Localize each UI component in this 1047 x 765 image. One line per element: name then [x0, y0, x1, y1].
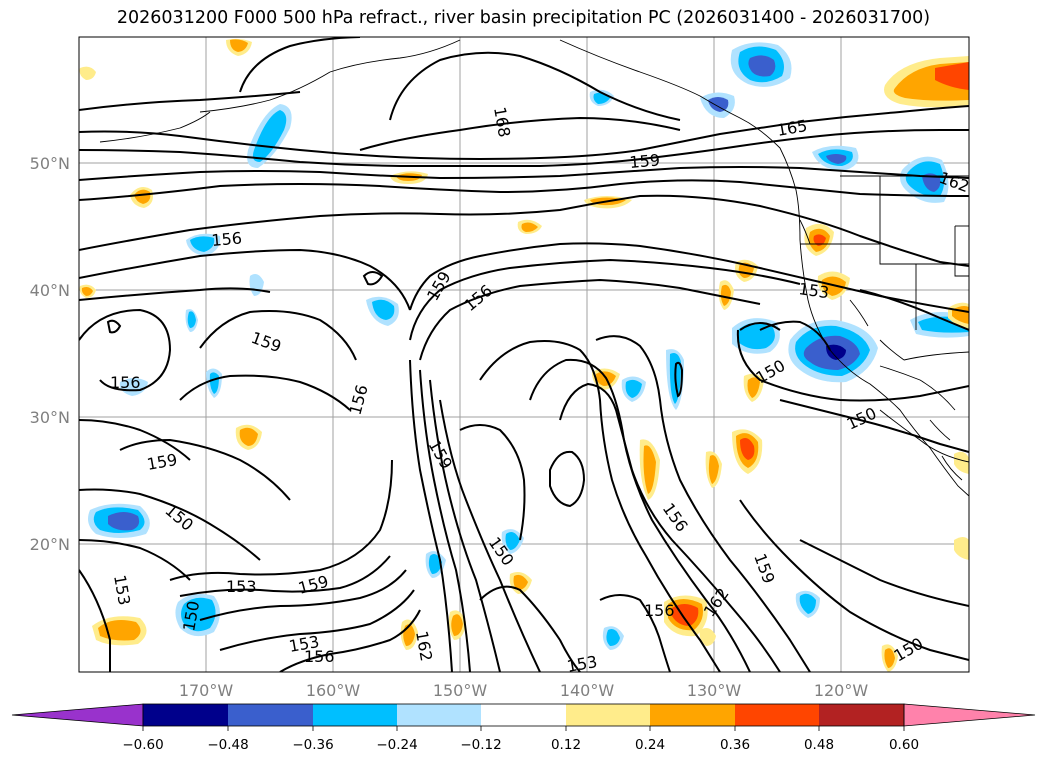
- colorbar-segment: [11, 703, 144, 727]
- lat-label-20n: 20°N: [30, 535, 70, 554]
- colorbar-tick-label: 0.24: [635, 737, 665, 753]
- colorbar-tick-label: −0.12: [460, 737, 501, 753]
- contour-label: 156: [211, 228, 243, 250]
- lon-label-160w: 160°W: [306, 681, 361, 700]
- map-border: [78, 36, 970, 673]
- contour-label: 153: [797, 279, 830, 302]
- lat-label-40n: 40°N: [30, 281, 70, 300]
- colorbar-segment: [481, 704, 566, 726]
- contour-label: 156: [110, 373, 141, 392]
- colorbar-segment: [735, 704, 819, 726]
- colorbar-border: [142, 703, 905, 727]
- colorbar-tick-label: −0.24: [376, 737, 417, 753]
- longitude-labels: 170°W 160°W 150°W 140°W 130°W 120°W: [179, 681, 869, 700]
- lon-label-150w: 150°W: [433, 681, 488, 700]
- colorbar-segment: [650, 704, 735, 726]
- colorbar-tick-label: −0.36: [292, 737, 333, 753]
- latitude-labels: 50°N 40°N 30°N 20°N: [30, 154, 70, 554]
- precip-shading: [79, 38, 969, 672]
- contour-label: 153: [565, 652, 598, 676]
- lon-label-120w: 120°W: [814, 681, 869, 700]
- colorbar-segment: [819, 704, 904, 726]
- colorbar-tick-label: 0.12: [551, 737, 581, 753]
- colorbar-segment: [313, 704, 397, 726]
- lon-label-130w: 130°W: [687, 681, 742, 700]
- colorbar-segment: [397, 704, 481, 726]
- contour-label: 159: [629, 150, 661, 172]
- lon-label-140w: 140°W: [560, 681, 615, 700]
- colorbar-tick-label: −0.48: [207, 737, 248, 753]
- coastlines: [99, 39, 969, 497]
- colorbar-tick-label: 0.60: [889, 737, 919, 753]
- colorbar-tick-label: 0.48: [804, 737, 834, 753]
- lat-label-50n: 50°N: [30, 154, 70, 173]
- colorbar-tick-label: 0.36: [720, 737, 750, 753]
- colorbar-ticks: [142, 726, 905, 731]
- contour-label: 156: [644, 601, 675, 620]
- colorbar-segment: [903, 703, 1036, 727]
- contours: [79, 37, 969, 672]
- figure-title: 2026031200 F000 500 hPa refract., river …: [116, 8, 931, 28]
- contour-label: 156: [304, 647, 335, 666]
- colorbar-tick-label: −0.60: [122, 737, 163, 753]
- colorbar: −0.60 −0.48 −0.36 −0.24 −0.12 0.12 0.24 …: [11, 703, 1036, 753]
- colorbar-segment: [228, 704, 313, 726]
- contour-label: 153: [226, 577, 257, 596]
- colorbar-segment: [143, 704, 228, 726]
- colorbar-segment: [566, 704, 650, 726]
- lat-label-30n: 30°N: [30, 408, 70, 427]
- lon-label-170w: 170°W: [179, 681, 234, 700]
